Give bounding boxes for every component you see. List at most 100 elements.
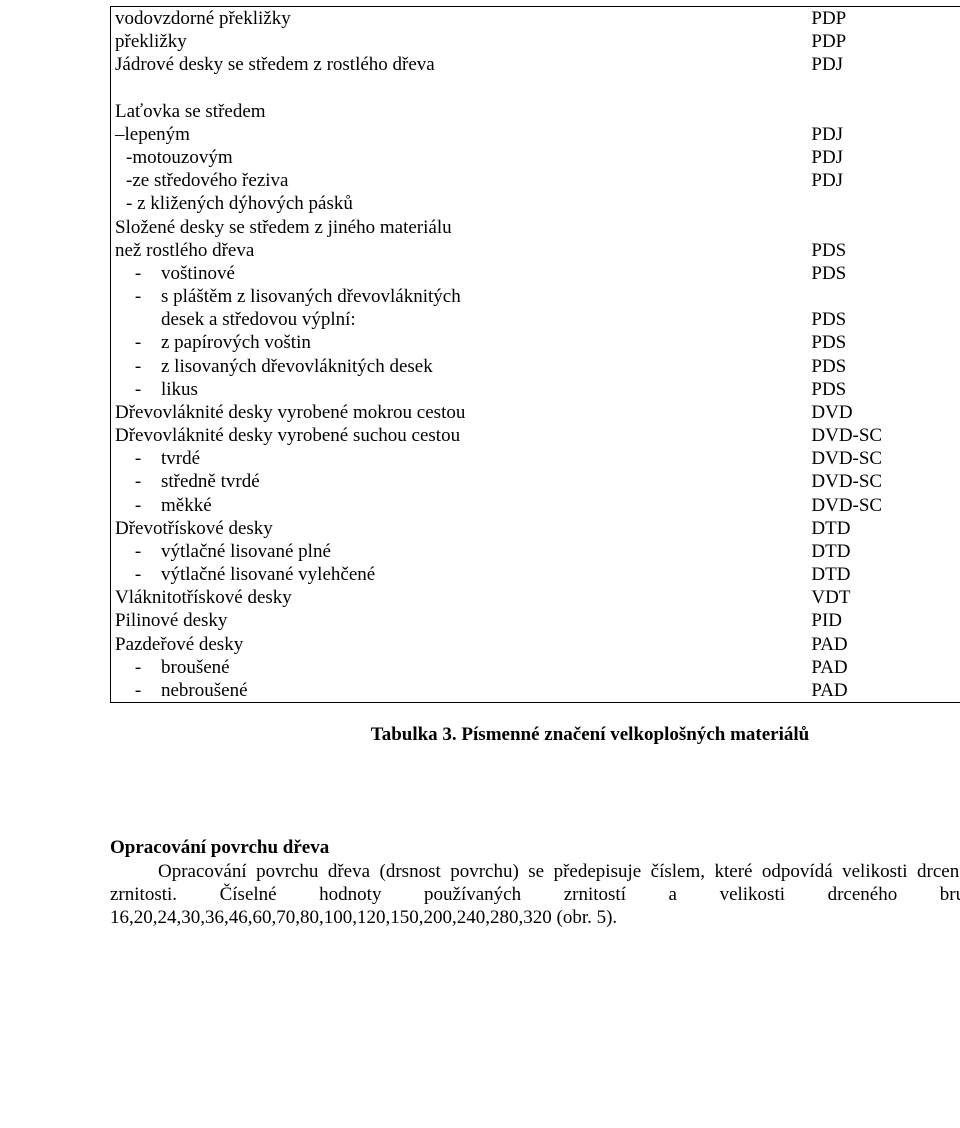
row-code: PAD	[807, 656, 956, 679]
row-code: DVD-SC	[807, 494, 956, 517]
section-paragraph: Opracování povrchu dřeva (drsnost povrch…	[110, 860, 960, 930]
row-suffix	[956, 216, 960, 239]
row-label: desek a středovou výplní:	[111, 308, 807, 331]
row-label-text: z lisovaných dřevovláknitých desek	[161, 356, 433, 377]
row-suffix: -VLV	[956, 540, 960, 563]
row-code: DTD	[807, 540, 956, 563]
row-code: PDJ	[807, 169, 956, 192]
row-label-text: než rostlého dřeva	[115, 240, 254, 261]
row-label: -voštinové	[111, 262, 807, 285]
row-label-text: desek a středovou výplní:	[161, 309, 356, 330]
row-label-text: –lepeným	[115, 124, 190, 145]
table-row: -tvrdéDVD-SC-T	[111, 447, 960, 470]
table-row: Pilinové deskyPID	[111, 609, 960, 632]
row-label-text: Laťovka se středem	[115, 101, 266, 122]
row-label: Pilinové desky	[111, 609, 807, 632]
row-code: DVD-SC	[807, 470, 956, 493]
row-label-text: výtlačné lisované vylehčené	[161, 564, 375, 585]
row-code: PDS	[807, 262, 956, 285]
row-label: -tvrdé	[111, 447, 807, 470]
row-label: -měkké	[111, 494, 807, 517]
row-label-text: s pláštěm z lisovaných dřevovláknitých	[161, 286, 461, 307]
bullet-dash: -	[115, 470, 161, 493]
row-suffix: -VP	[956, 331, 960, 354]
row-label-text: likus	[161, 379, 198, 400]
row-suffix	[956, 563, 960, 586]
row-suffix: -LR	[956, 123, 960, 146]
table-row: Dřevovláknité desky vyrobené suchou cest…	[111, 424, 960, 447]
row-code	[807, 216, 956, 239]
row-code	[807, 192, 956, 215]
row-label: -broušené	[111, 656, 807, 679]
row-label-text: překližky	[115, 31, 187, 52]
row-label: -likus	[111, 378, 807, 401]
row-label: -středně tvrdé	[111, 470, 807, 493]
table-row: Jádrové desky se středem z rostlého dřev…	[111, 53, 960, 76]
row-suffix	[956, 609, 960, 632]
row-label-text: Pilinové desky	[115, 610, 227, 631]
bullet-dash: -	[115, 656, 161, 679]
row-label: -nebroušené	[111, 679, 807, 702]
row-label-text: Jádrové desky se středem z rostlého dřev…	[115, 54, 435, 75]
table-row: -výtlačné lisované vylehčenéDTD	[111, 563, 960, 586]
row-label-text: broušené	[161, 657, 230, 678]
row-suffix: -M	[956, 494, 960, 517]
row-code: PDJ	[807, 123, 956, 146]
row-label-text: výtlačné lisované plné	[161, 541, 331, 562]
table-row	[111, 77, 960, 100]
row-suffix: -LM	[956, 146, 960, 169]
table-row: -středně tvrdéDVD-SC-PT	[111, 470, 960, 493]
bullet-dash: -	[115, 540, 161, 563]
row-label: Vláknitotřískové desky	[111, 586, 807, 609]
row-label: Pazdeřové desky	[111, 633, 807, 656]
row-suffix	[956, 308, 960, 331]
row-suffix	[956, 633, 960, 656]
row-suffix: -L	[956, 378, 960, 401]
table-row: -likusPDS-L	[111, 378, 960, 401]
table-row: -voštinovéPDS-V	[111, 262, 960, 285]
row-code: PDS	[807, 331, 956, 354]
row-label-text: z papírových voštin	[161, 332, 311, 353]
row-label-text: Dřevovláknité desky vyrobené mokrou cest…	[115, 402, 465, 423]
row-code	[807, 100, 956, 123]
row-label: –lepeným	[111, 123, 807, 146]
row-label: -motouzovým	[111, 146, 807, 169]
row-suffix	[956, 586, 960, 609]
row-label-text: měkké	[161, 495, 212, 516]
bullet-dash: -	[115, 563, 161, 586]
table-row: Dřevotřískové deskyDTD-VLP	[111, 517, 960, 540]
row-label-text: Složené desky se středem z jiného materi…	[115, 217, 452, 238]
row-suffix: -VD	[956, 355, 960, 378]
row-label-text: Dřevotřískové desky	[115, 518, 273, 539]
table-row: -nebroušenéPAD-N	[111, 679, 960, 702]
bullet-dash: -	[115, 285, 161, 308]
row-label: Dřevovláknité desky vyrobené mokrou cest…	[111, 401, 807, 424]
row-label: -s pláštěm z lisovaných dřevovláknitých	[111, 285, 807, 308]
table-caption: Tabulka 3. Písmenné značení velkoplošnýc…	[110, 723, 960, 746]
row-suffix	[956, 285, 960, 308]
row-code: DVD	[807, 401, 956, 424]
row-code: PDS	[807, 308, 956, 331]
row-label: -výtlačné lisované plné	[111, 540, 807, 563]
materials-table: vodovzdorné překližkyPDP-HpřekližkyPDPJá…	[111, 7, 960, 702]
row-suffix: -V	[956, 262, 960, 285]
row-suffix: -LS	[956, 169, 960, 192]
table-row: -měkkéDVD-SC-M	[111, 494, 960, 517]
row-suffix	[956, 239, 960, 262]
table-row: -broušenéPAD-B	[111, 656, 960, 679]
row-label-text: středně tvrdé	[161, 471, 260, 492]
row-label: -ze středového řeziva	[111, 169, 807, 192]
row-label: Složené desky se středem z jiného materi…	[111, 216, 807, 239]
row-label: -z papírových voštin	[111, 331, 807, 354]
row-label-text: Vláknitotřískové desky	[115, 587, 292, 608]
row-code: PDJ	[807, 53, 956, 76]
row-label-text: voštinové	[161, 263, 235, 284]
row-label: vodovzdorné překližky	[111, 7, 807, 30]
row-suffix: -H	[956, 7, 960, 30]
row-code: DVD-SC	[807, 424, 956, 447]
row-label-text: tvrdé	[161, 448, 200, 469]
table-row: Složené desky se středem z jiného materi…	[111, 216, 960, 239]
row-suffix: -L	[956, 53, 960, 76]
row-code: PDS	[807, 355, 956, 378]
row-suffix	[956, 424, 960, 447]
